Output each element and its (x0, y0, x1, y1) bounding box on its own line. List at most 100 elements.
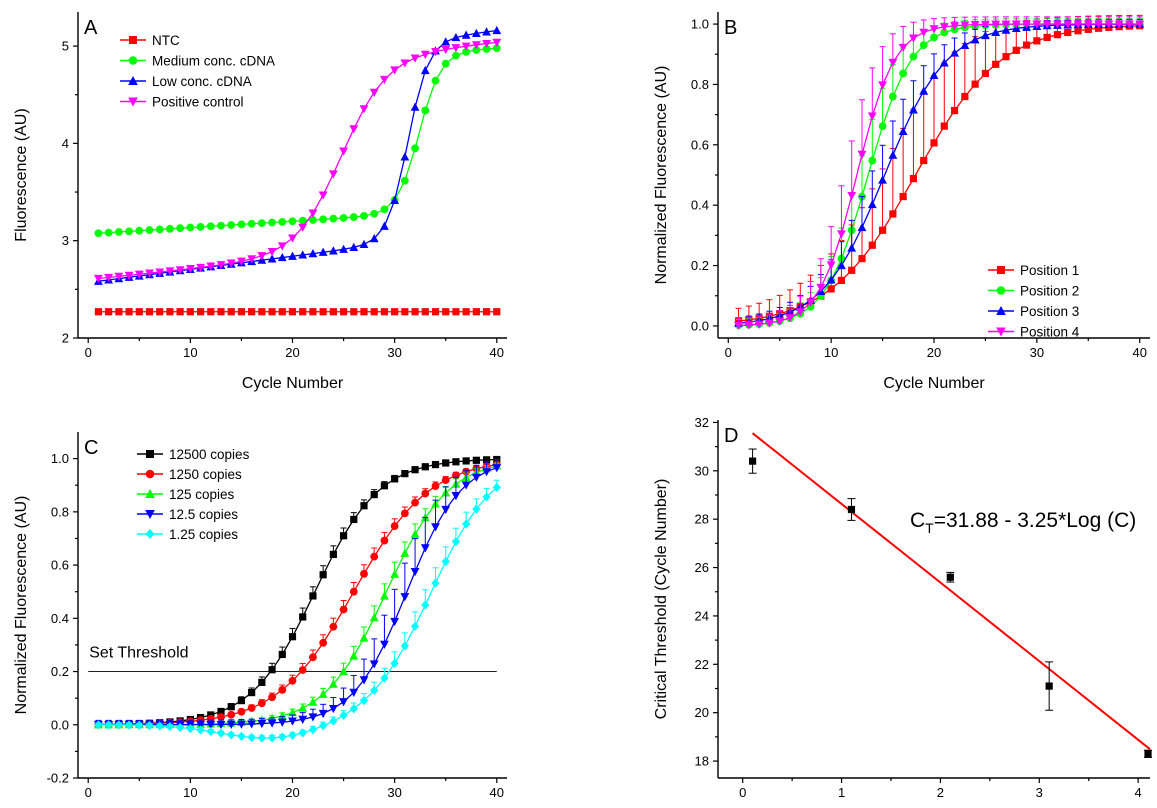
legend-entry: NTC (120, 33, 180, 48)
data-point (461, 30, 471, 39)
data-point (360, 569, 368, 578)
data-point (277, 242, 287, 251)
data-point (451, 32, 461, 42)
data-point (482, 308, 491, 316)
y-tick-label: 4 (62, 136, 69, 151)
data-point (898, 43, 908, 53)
data-point (124, 271, 134, 280)
data-point (318, 709, 328, 719)
data-point (237, 720, 246, 729)
data-point (878, 175, 887, 184)
data-point (237, 220, 246, 229)
data-point (278, 685, 287, 694)
data-point (471, 473, 481, 482)
data-point (765, 319, 774, 328)
data-point (360, 502, 368, 510)
legend-label: Positive control (152, 95, 244, 110)
data-point (94, 720, 103, 730)
y-tick-label: 32 (695, 415, 709, 430)
data-point (837, 260, 846, 270)
data-point (237, 697, 246, 705)
y-tick-label: 0.4 (691, 198, 709, 213)
legend-entry: Low conc. cDNA (120, 74, 252, 89)
x-tick-label: 40 (490, 345, 504, 360)
x-tick-label: 10 (824, 345, 838, 360)
data-point (318, 191, 328, 200)
y-tick-label: 22 (695, 657, 709, 672)
legend-entry: 12500 copies (137, 447, 250, 462)
series-position-1 (734, 14, 1144, 325)
data-point (166, 308, 174, 316)
data-point (257, 252, 267, 261)
x-axis-label: Cycle Number (242, 375, 344, 392)
data-point (920, 156, 928, 165)
data-point (196, 725, 205, 735)
data-point (827, 285, 835, 293)
data-point (278, 217, 287, 226)
data-point (441, 45, 451, 55)
data-point (930, 33, 938, 42)
data-point (186, 724, 195, 734)
data-point (216, 728, 226, 738)
y-tick-label: 0.4 (51, 611, 69, 626)
data-point (421, 308, 429, 316)
data-point (451, 537, 461, 547)
data-point (410, 54, 420, 63)
data-point (298, 715, 308, 724)
data-point (401, 470, 409, 478)
data-point (909, 34, 918, 43)
data-point (461, 481, 471, 490)
series-line (98, 486, 498, 739)
data-point (176, 308, 184, 316)
data-point (411, 144, 419, 153)
data-point (991, 27, 1001, 36)
legend-label: Position 1 (1020, 263, 1079, 278)
legend-marker (145, 510, 155, 519)
data-point (482, 492, 491, 502)
x-tick-label: 20 (285, 345, 299, 360)
data-point (248, 308, 256, 316)
data-point (370, 552, 379, 561)
legend-label: Position 4 (1020, 325, 1080, 340)
data-point (216, 720, 226, 730)
legend-marker (145, 529, 155, 539)
series-12500-copies (94, 455, 501, 729)
data-point (277, 252, 287, 262)
data-point (1011, 20, 1021, 29)
series-line (738, 23, 1140, 324)
data-point (257, 219, 266, 228)
data-point (919, 41, 928, 49)
data-point (288, 251, 297, 260)
legend-marker (129, 36, 137, 44)
data-point (207, 308, 215, 316)
x-tick-label: 1 (838, 785, 845, 800)
data-point (431, 48, 440, 57)
data-point (940, 28, 949, 37)
data-point (492, 44, 501, 53)
data-point (420, 65, 430, 75)
data-point (919, 28, 929, 37)
data-point (451, 491, 461, 501)
data-point (442, 308, 450, 316)
data-point (888, 92, 897, 101)
panel-label: D (724, 425, 738, 447)
equation: CT=31.88 - 3.25*Log (C) (910, 509, 1136, 536)
data-point (462, 48, 471, 56)
data-point (308, 725, 318, 735)
data-point (298, 216, 307, 225)
data-point (878, 81, 887, 90)
data-point (1001, 20, 1011, 29)
data-point (1073, 20, 1083, 29)
data-point (359, 633, 369, 642)
y-tick-label: 0.6 (691, 137, 709, 152)
data-point (390, 617, 400, 627)
data-point (155, 268, 165, 277)
data-point (442, 459, 450, 467)
legend-entry: Position 3 (988, 304, 1079, 319)
legend-marker (145, 489, 155, 498)
data-point (1083, 20, 1093, 29)
y-tick-label: 26 (695, 560, 709, 575)
chart-panel-A: 0 10 20 30 40 2 3 4 5 Cycle Number Fluorescence (A… (13, 12, 507, 392)
